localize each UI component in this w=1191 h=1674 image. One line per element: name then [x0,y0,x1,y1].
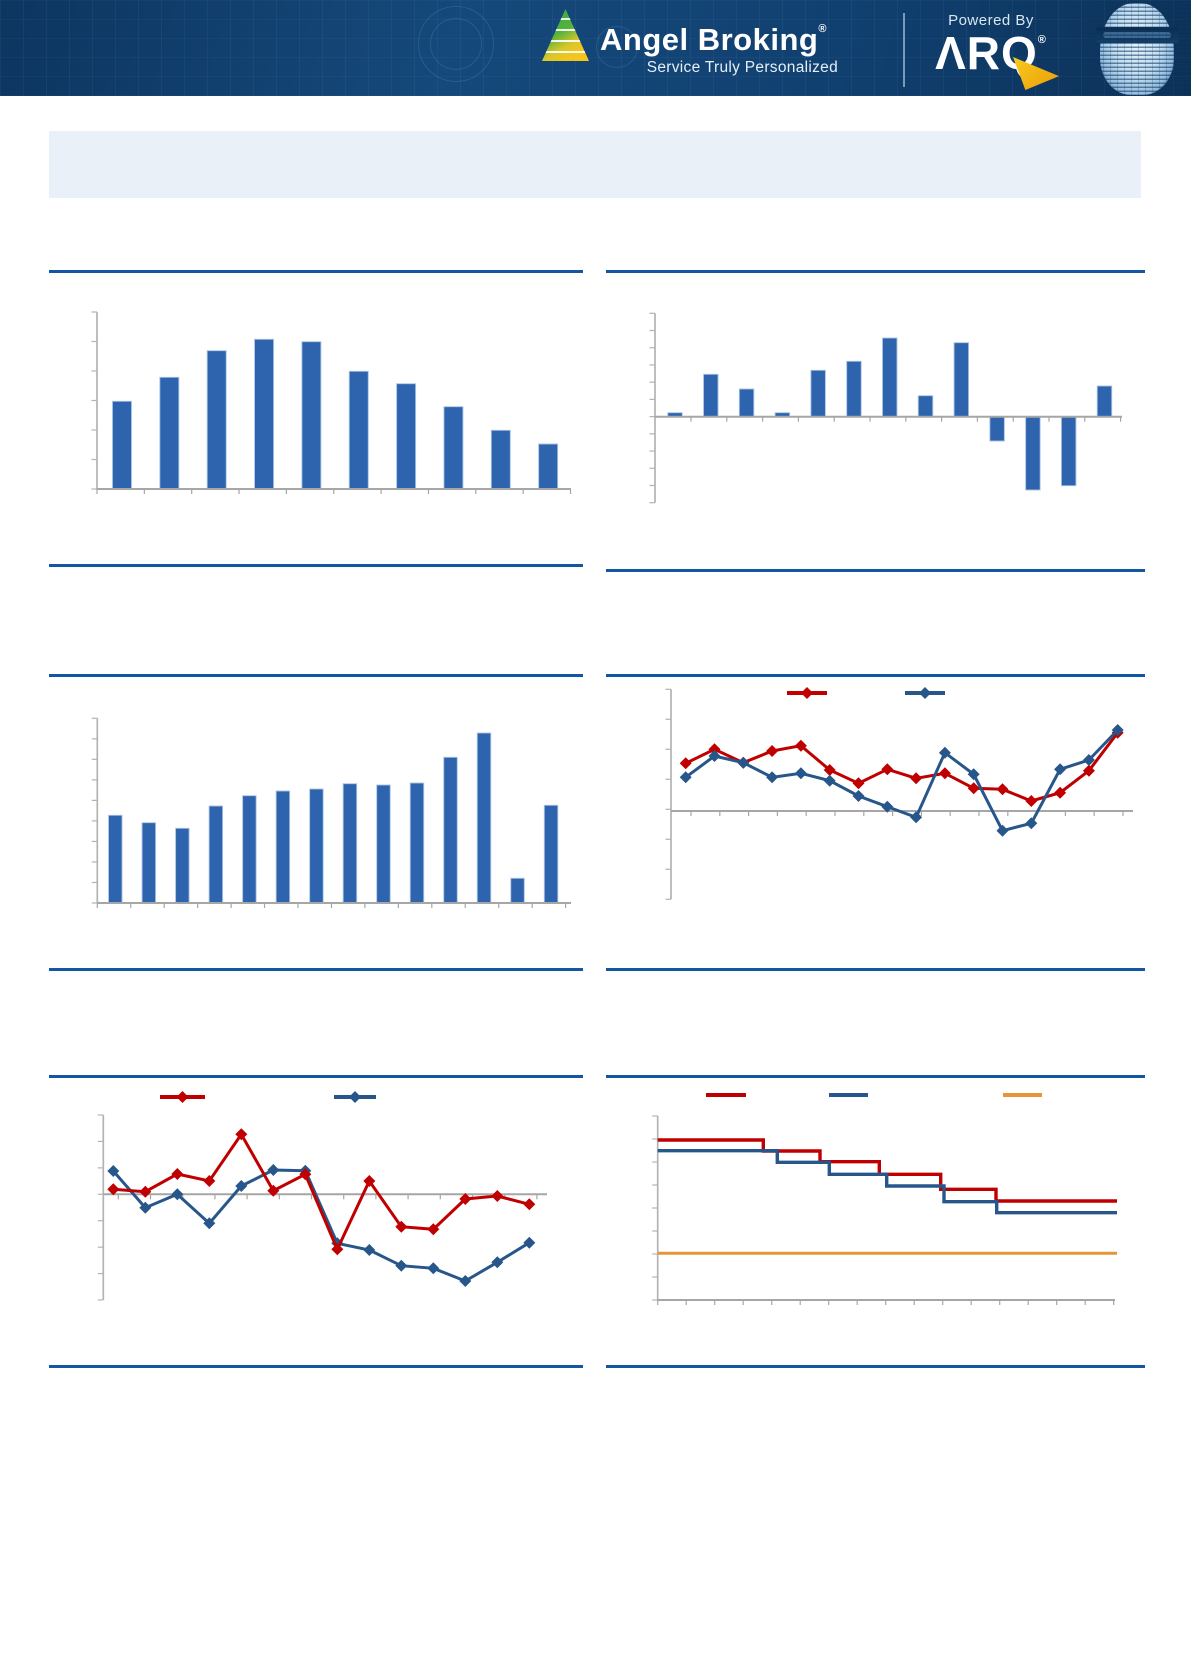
brand-text: Angel Broking® [600,22,827,57]
powered-by-label: Powered By [948,12,1034,29]
section-separator [49,674,583,677]
section-separator [606,674,1145,677]
section-separator [49,564,583,567]
brand-tagline: Service Truly Personalized [646,59,838,76]
decorative-ring [418,6,494,82]
section-separator [606,270,1145,273]
arq-registered-mark: ® [1037,34,1047,46]
header-banner: Angel Broking® Service Truly Personalize… [0,0,1191,96]
chart-bottom-left-line [97,1091,547,1301]
chart-top-left-bar [91,311,572,494]
chart-top-right-bar [649,312,1122,504]
chart-bottom-right-step [652,1093,1117,1305]
section-separator [606,968,1145,971]
circuit-pattern [0,0,1191,96]
decorative-ring [596,26,638,68]
title-box [49,131,1141,198]
robot-head-image [1082,0,1191,96]
robot-scanlines [1082,0,1191,96]
section-separator [49,270,583,273]
chart-middle-left-bar [91,717,571,908]
chart-middle-right-line [665,687,1133,900]
section-separator [49,1075,583,1078]
section-separator [49,968,583,971]
brand-block: Angel Broking® Service Truly Personalize… [600,24,838,77]
section-separator [606,569,1145,572]
section-separator [606,1365,1145,1368]
header-divider [903,13,905,87]
section-separator [49,1365,583,1368]
decorative-ring [430,18,482,70]
brand-registered-mark: ® [818,23,827,35]
section-separator [606,1075,1145,1078]
